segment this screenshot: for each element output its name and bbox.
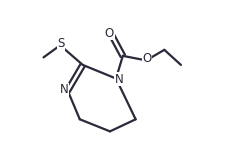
Text: N: N (114, 73, 123, 86)
Text: O: O (104, 27, 113, 40)
Text: N: N (59, 83, 68, 96)
Text: S: S (57, 37, 64, 50)
Text: O: O (142, 52, 151, 65)
